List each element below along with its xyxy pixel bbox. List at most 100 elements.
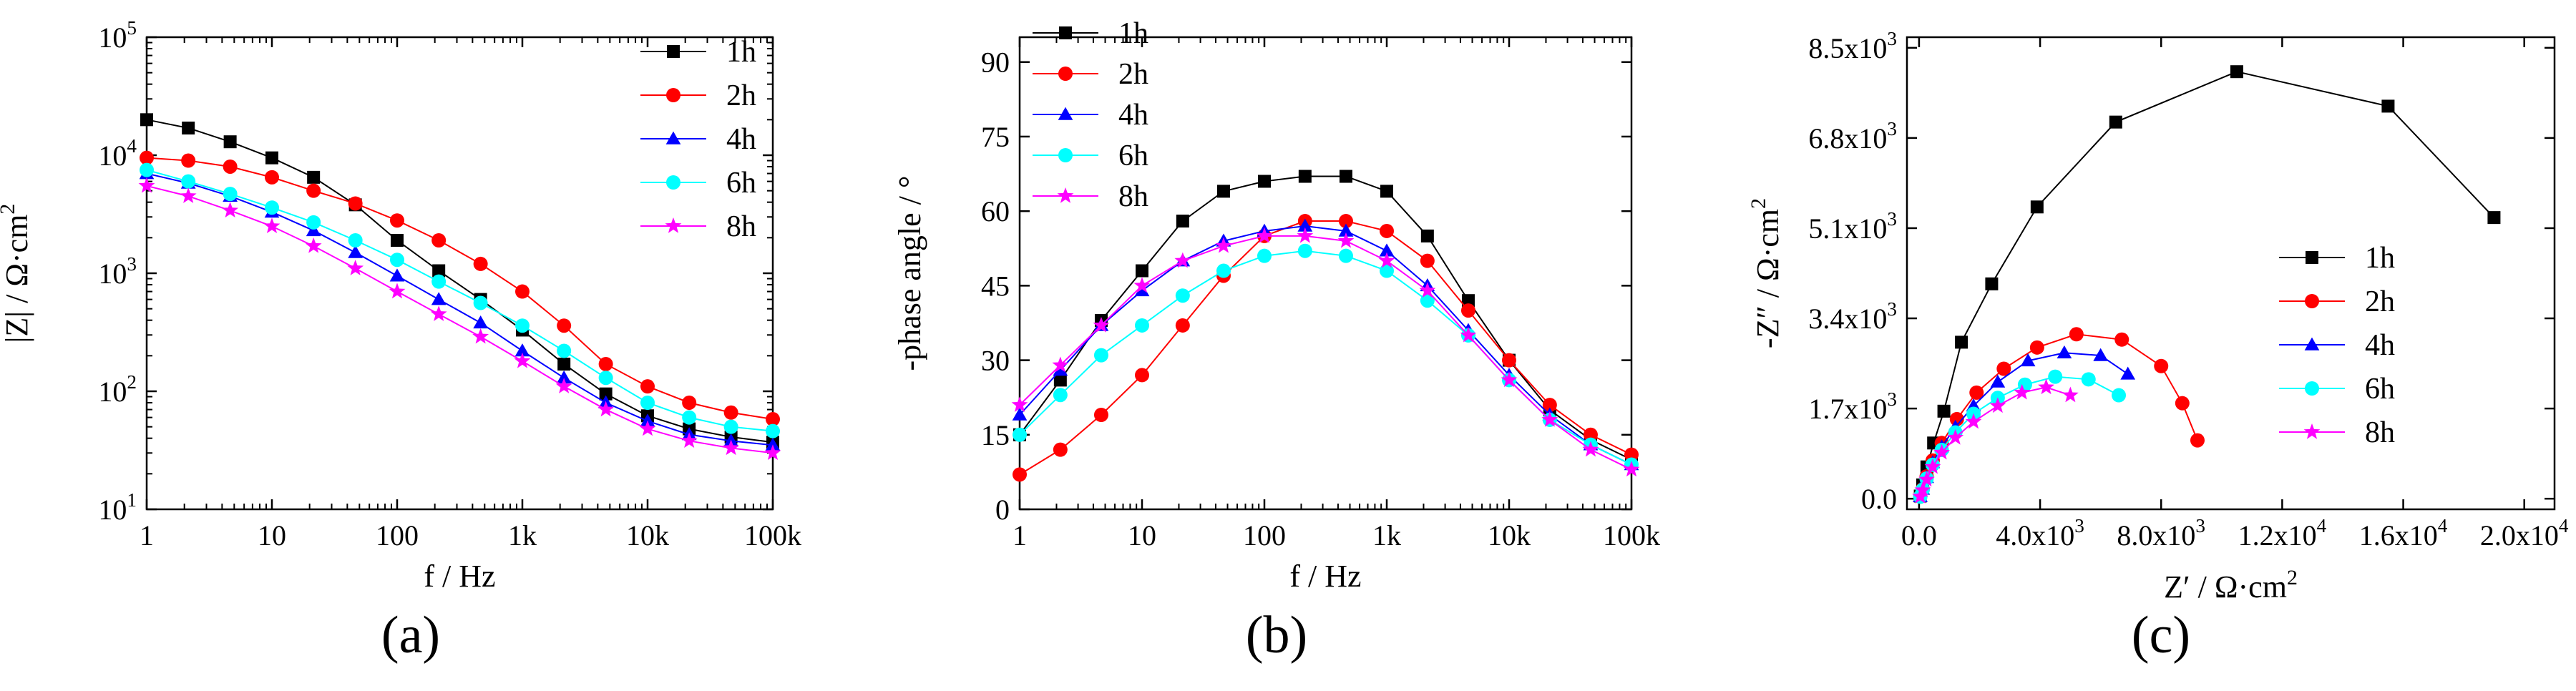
data-point <box>598 371 613 386</box>
data-point <box>1338 248 1353 263</box>
data-point <box>181 174 196 189</box>
legend-marker <box>1058 148 1073 162</box>
data-point <box>1013 467 1027 482</box>
data-point <box>1541 411 1558 427</box>
legend-marker <box>665 131 681 144</box>
series-line <box>146 185 774 454</box>
series-line <box>1019 175 1632 461</box>
legend-label: 6h <box>726 167 756 200</box>
data-point <box>1947 428 1964 445</box>
data-point <box>2020 353 2036 367</box>
data-point <box>1624 447 1639 462</box>
legend-marker <box>665 217 682 233</box>
data-point <box>682 395 697 410</box>
data-point <box>1053 373 1067 387</box>
data-point <box>1176 215 1189 228</box>
x-axis-label-a: f / Hz <box>424 559 495 594</box>
legend-label: 1h <box>726 36 756 69</box>
data-point <box>2014 383 2031 400</box>
panel-label-c: (c) <box>2132 606 2190 665</box>
data-point <box>599 387 613 401</box>
data-point <box>764 444 781 460</box>
y-tick-label: 5.1x103 <box>1808 208 1897 245</box>
y-tick-label: 101 <box>98 489 137 526</box>
legend-marker <box>2306 251 2318 264</box>
y-axis-label-c: -Z″ / Ω·cm2 <box>1747 198 1785 348</box>
data-point <box>765 437 781 451</box>
data-point <box>473 256 488 271</box>
series-line <box>1019 220 1632 476</box>
data-point <box>1093 348 1108 363</box>
data-point <box>1582 441 1599 457</box>
series-line <box>1919 71 2495 496</box>
series-a-2h <box>140 150 780 427</box>
data-point <box>472 328 489 344</box>
data-point <box>182 121 195 134</box>
data-point <box>1053 388 1068 403</box>
data-point <box>2057 345 2072 358</box>
x-tick-label: 1.6x104 <box>2359 515 2448 552</box>
data-point <box>557 357 571 371</box>
data-point <box>305 237 322 253</box>
data-point <box>431 274 447 289</box>
y-tick-label: 103 <box>98 253 137 290</box>
data-point <box>640 413 655 427</box>
legend-marker <box>666 175 680 190</box>
data-point <box>1012 407 1028 421</box>
y-tick-label: 104 <box>98 135 137 172</box>
series-line <box>146 157 774 421</box>
data-point <box>1297 243 1312 258</box>
data-point <box>723 405 738 420</box>
legend-marker <box>1057 187 1074 203</box>
data-point <box>640 379 655 394</box>
data-point <box>1996 361 2011 376</box>
data-point <box>1937 404 1951 418</box>
data-point <box>2062 386 2079 403</box>
data-point <box>1912 488 1929 504</box>
data-point <box>639 420 656 436</box>
data-point <box>1419 282 1436 298</box>
data-point <box>1955 335 1968 349</box>
data-point <box>1136 264 1148 278</box>
data-point <box>1965 413 1982 429</box>
y-tick-label: 1.7x103 <box>1808 388 1897 425</box>
x-tick-label: 1 <box>140 519 154 552</box>
data-point <box>1420 229 1434 242</box>
data-point <box>348 233 363 248</box>
data-point <box>2048 369 2063 384</box>
y-tick-label: 3.4x103 <box>1808 298 1897 335</box>
x-tick-label: 1.2x104 <box>2238 515 2327 552</box>
data-point <box>640 395 655 410</box>
x-tick-label: 100 <box>376 519 419 552</box>
legend-marker <box>1058 107 1073 120</box>
x-tick-label: 8.0x103 <box>2117 515 2205 552</box>
data-point <box>2081 372 2096 387</box>
chart-b: 1 10 100 1k 10k 100k 0 15 30 45 60 75 90 f / Hz -phase… <box>892 17 1660 665</box>
data-point <box>680 432 698 449</box>
data-point <box>1175 318 1190 333</box>
data-point <box>140 162 154 177</box>
data-point <box>430 305 447 321</box>
data-point <box>1380 185 1393 198</box>
data-point <box>1174 252 1191 268</box>
data-point <box>389 268 405 282</box>
y-tick-label: 6.8x103 <box>1808 118 1897 155</box>
data-point <box>557 343 572 358</box>
series-c-1h <box>1913 65 2501 503</box>
data-point <box>1011 396 1028 412</box>
data-point <box>1420 293 1435 308</box>
legend-marker <box>1058 67 1073 81</box>
data-point <box>597 401 615 417</box>
series-a-6h <box>140 162 780 438</box>
data-point <box>1933 443 1951 460</box>
data-point <box>1380 263 1394 278</box>
series-c-4h <box>1913 345 2136 502</box>
data-point <box>1379 243 1395 257</box>
legend-label: 6h <box>2365 373 2395 406</box>
x-axis-label-b: f / Hz <box>1289 559 1361 594</box>
legend-label: 4h <box>2365 329 2395 362</box>
data-point <box>2112 388 2127 403</box>
y-tick-label: 75 <box>981 121 1010 153</box>
y-tick-label: 60 <box>981 195 1010 227</box>
data-point <box>1924 458 1941 474</box>
